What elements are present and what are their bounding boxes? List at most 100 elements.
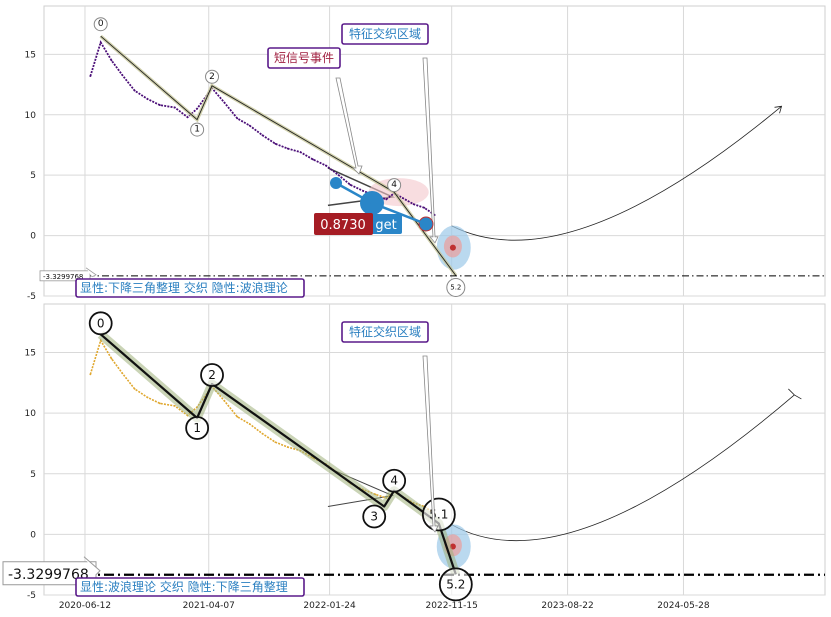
x-tick-label: 2022-01-24: [303, 601, 356, 611]
level-label-box: [39, 270, 91, 282]
short-signal-box: [267, 47, 341, 69]
marker-label-box: [370, 214, 402, 234]
series-point: [110, 357, 113, 360]
marker-label: get: [375, 218, 396, 233]
wave-point-marker: [205, 69, 220, 84]
wave-point-label: 4: [391, 180, 397, 190]
series-point: [248, 423, 251, 425]
series-point: [312, 158, 314, 161]
series-point: [89, 75, 92, 77]
y-tick-label: 10: [25, 111, 37, 121]
series-point: [362, 189, 365, 192]
wave-point-label: 5.2: [446, 577, 465, 591]
wave-point-marker: [185, 416, 210, 440]
wave-point-label: 1: [194, 125, 200, 135]
series-point: [146, 98, 149, 100]
pattern-label-box: [75, 577, 305, 597]
series-point: [286, 147, 289, 150]
series-point: [261, 432, 264, 435]
series-point: [158, 104, 161, 106]
wave-point-marker: [421, 497, 456, 532]
pattern-label: 显性:下降三角整理 交织 隐性:波浪理论: [80, 280, 288, 295]
series-point: [324, 164, 327, 167]
highlight-point: [449, 244, 456, 251]
wave-point-label: 3: [370, 509, 378, 523]
annotation-arrow: [422, 355, 439, 533]
wave-point-marker: [438, 567, 473, 602]
level-label-pointer: [83, 556, 101, 576]
series-point: [223, 400, 226, 402]
series-point: [89, 373, 92, 376]
series-point: [133, 387, 136, 390]
projection-curve: [451, 394, 795, 542]
y-tick-label: 5: [30, 470, 36, 480]
series-point: [223, 101, 226, 104]
wave-point-label: 0: [97, 316, 105, 330]
series-line: [89, 338, 436, 515]
series-point: [158, 402, 161, 405]
series-point: [146, 396, 149, 399]
level-label: -3.3299768: [8, 567, 89, 583]
series-point: [110, 59, 113, 62]
short-signal-label: 短信号事件: [274, 51, 334, 65]
x-tick-label: 2020-06-12: [59, 601, 111, 611]
series-point: [385, 198, 388, 201]
wave-point-label: 2: [209, 72, 215, 82]
series-point: [173, 404, 176, 407]
marker-link: [335, 181, 427, 226]
y-tick-label: -5: [27, 591, 36, 601]
wave-point-marker: [190, 122, 205, 137]
marker-value-box: [314, 213, 373, 235]
y-tick-label: 10: [25, 409, 37, 419]
series-point: [299, 151, 302, 154]
x-tick-label: 2022-11-15: [426, 601, 478, 611]
marker-value: 0.8730: [320, 218, 366, 233]
series-point: [349, 183, 352, 186]
series-point: [286, 446, 289, 448]
series-point: [236, 117, 239, 120]
wave-point-label: 0: [98, 19, 104, 29]
series-point: [274, 441, 277, 444]
wave-point-marker: [446, 277, 466, 297]
wave-point-label: 1: [193, 421, 201, 435]
y-tick-label: 15: [25, 50, 36, 60]
wave-point-marker: [362, 504, 387, 529]
series-point: [401, 197, 404, 200]
series-point: [412, 203, 415, 206]
wave-point-label: 4: [390, 474, 398, 488]
pattern-label-box: [75, 278, 305, 298]
projection-arrowhead: [788, 388, 802, 400]
level-label: -3.3299768: [43, 273, 83, 281]
y-tick-label: 0: [30, 232, 36, 242]
wave-point-marker: [88, 311, 113, 336]
annotation-box: [341, 23, 429, 45]
series-point: [196, 107, 199, 110]
bottom-panel: 2020-06-12 2021-04-07 2022-01-24 2022-11-15…: [2, 303, 826, 611]
y-tick-label: -5: [27, 292, 36, 302]
x-tick-label: 2024-05-28: [657, 601, 710, 611]
plot-area: [43, 5, 826, 297]
wave-point-marker: [93, 17, 108, 32]
x-tick-label: 2023-08-22: [541, 601, 593, 611]
short-signal-arrow: [335, 77, 363, 175]
series-point: [121, 73, 124, 76]
series-line: [89, 40, 436, 216]
plot-area: [43, 303, 826, 596]
series-point: [173, 106, 176, 109]
series-point: [423, 206, 426, 209]
projection-curve: [451, 105, 782, 241]
projection-arrowhead: [774, 105, 783, 114]
wave-point-label: 5.2: [450, 283, 461, 291]
series-point: [236, 415, 239, 418]
wave-point-marker: [387, 178, 402, 193]
series-point: [274, 142, 277, 145]
series-point: [133, 89, 136, 92]
series-point: [337, 174, 340, 177]
level-label-pointer: [85, 267, 97, 278]
series-point: [121, 372, 124, 375]
series-point: [186, 116, 189, 119]
wave-point-marker: [200, 363, 224, 387]
y-tick-label: 0: [30, 530, 36, 540]
